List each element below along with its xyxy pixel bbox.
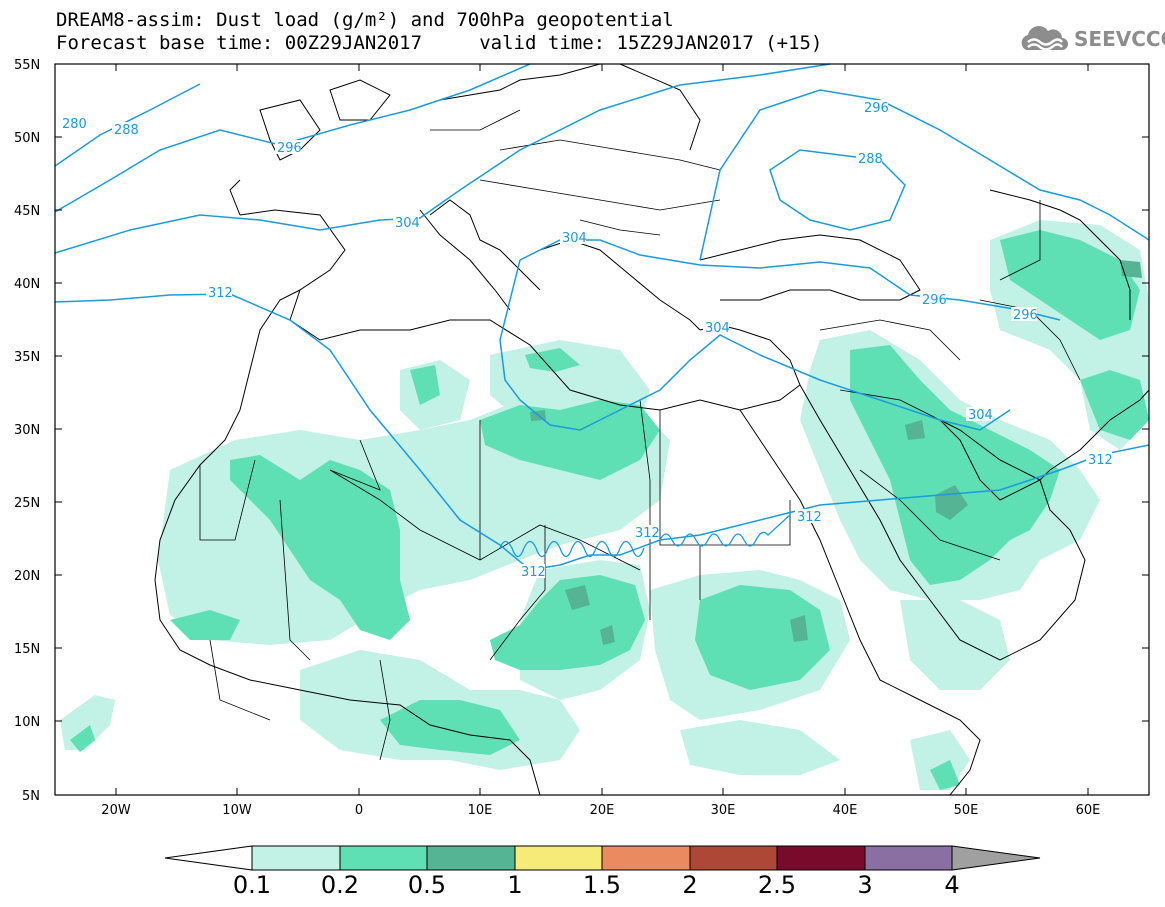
contour-label: 312	[1088, 453, 1113, 468]
lat-label: 55N	[14, 58, 40, 73]
contour-label-bg	[703, 320, 729, 334]
contour-label: 312	[635, 526, 660, 541]
contour-label-bg	[862, 100, 888, 114]
contour-label: 296	[277, 141, 302, 156]
contour-label-bg	[60, 116, 86, 130]
lon-label: 10W	[222, 803, 252, 818]
colorbar-bin	[251, 845, 341, 871]
latitude-axis	[55, 63, 1149, 796]
lon-label: 30E	[711, 803, 736, 818]
lat-label: 25N	[14, 496, 40, 511]
contour-label-bg	[275, 140, 301, 154]
contour-label: 304	[395, 216, 420, 231]
colorbar-label: 3	[857, 871, 872, 899]
lon-label: 20E	[590, 803, 615, 818]
contour-label-bg	[920, 292, 946, 306]
lat-label: 40N	[14, 277, 40, 292]
contour-label-bg	[393, 215, 419, 229]
colorbar-label: 0.2	[321, 871, 359, 899]
contour-label-bg	[966, 407, 992, 421]
contour-label-bg	[856, 151, 882, 165]
seevccc-logo: SEEVCCC	[1018, 24, 1165, 54]
contour-label: 288	[858, 152, 883, 167]
borders	[199, 109, 1081, 761]
contour-label-bg	[206, 285, 232, 299]
contour-label-bg	[112, 122, 138, 136]
lon-label: 40E	[833, 803, 858, 818]
contour-label: 304	[562, 231, 587, 246]
colorbar-bin	[864, 845, 953, 871]
colorbar-bin	[339, 845, 428, 871]
lat-label: 45N	[14, 204, 40, 219]
colorbar-label: 2.5	[758, 871, 796, 899]
dust-fields	[60, 220, 1149, 790]
colorbar	[164, 845, 1041, 871]
lon-label: 20W	[101, 803, 131, 818]
title-line-2: Forecast base time: 00Z29JAN2017 valid t…	[56, 32, 823, 54]
contour-label: 296	[864, 101, 889, 116]
lat-label: 20N	[14, 569, 40, 584]
lon-label: 0	[355, 803, 363, 818]
lat-label: 10N	[14, 715, 40, 730]
colorbar-label: 2	[682, 871, 697, 899]
colorbar-bin	[514, 845, 603, 871]
logo-text: SEEVCCC	[1074, 27, 1165, 51]
contour-label-bg	[795, 509, 821, 523]
contour-label: 312	[797, 510, 822, 525]
lat-label: 50N	[14, 131, 40, 146]
colorbar-label: 1.5	[583, 871, 621, 899]
lon-label: 60E	[1076, 803, 1101, 818]
contour-label: 280	[62, 117, 87, 132]
lon-label: 50E	[954, 803, 979, 818]
contour-label-bg	[1086, 452, 1112, 466]
contour-label: 296	[922, 293, 947, 308]
colorbar-over-triangle	[951, 845, 1041, 871]
contour-label: 304	[705, 321, 730, 336]
geopotential-contours	[54, 63, 1150, 571]
coastlines	[154, 63, 1150, 796]
colorbar-label: 1	[507, 871, 522, 899]
longitude-axis	[115, 64, 1089, 795]
colorbar-under-triangle	[164, 845, 253, 871]
colorbar-bin	[776, 845, 866, 871]
lat-label: 30N	[14, 423, 40, 438]
contour-label: 296	[1013, 308, 1038, 323]
contour-labels: 280 288 296 304 304 312 304 296 288 296 …	[60, 100, 1113, 580]
lat-label: 5N	[22, 789, 40, 804]
title-line-1: DREAM8-assim: Dust load (g/m²) and 700hP…	[56, 9, 674, 31]
colorbar-bin	[601, 845, 691, 871]
contour-label: 312	[521, 565, 546, 580]
colorbar-label: 0.5	[408, 871, 446, 899]
contour-label: 304	[968, 408, 993, 423]
contour-label-bg	[633, 525, 659, 539]
lat-label: 35N	[14, 350, 40, 365]
cloud-logo-icon	[1021, 26, 1068, 51]
contour-label-bg	[519, 564, 545, 578]
contour-label-bg	[1011, 307, 1037, 321]
colorbar-label: 0.1	[233, 871, 271, 899]
colorbar-label: 4	[944, 871, 959, 899]
contour-label-bg	[560, 230, 586, 244]
colorbar-bin	[426, 845, 516, 871]
contour-label: 312	[208, 286, 233, 301]
colorbar-bin	[689, 845, 778, 871]
lat-label: 15N	[14, 642, 40, 657]
contour-label: 288	[114, 123, 139, 138]
lon-label: 10E	[468, 803, 493, 818]
